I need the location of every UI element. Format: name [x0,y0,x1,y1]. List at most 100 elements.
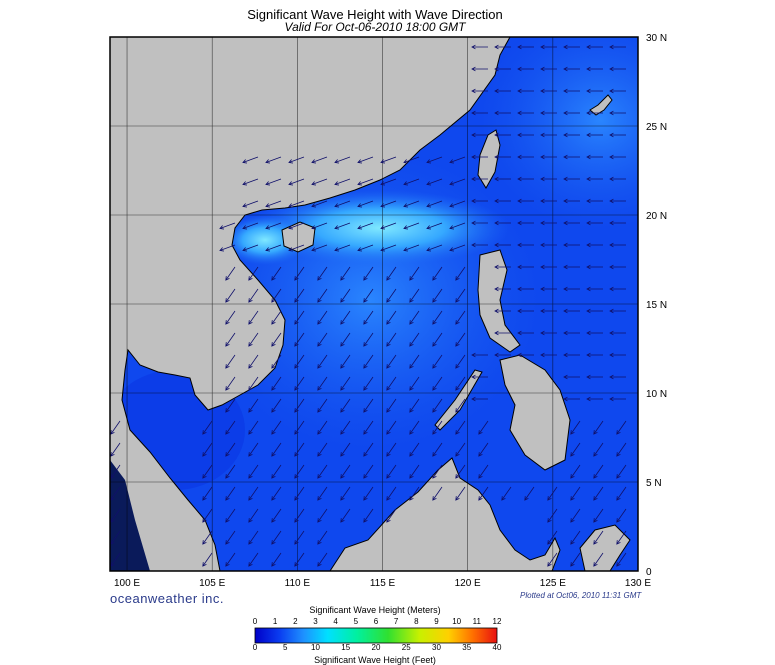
wave-direction-arrow [202,420,213,435]
wave-direction-arrow [317,508,328,523]
wave-direction-arrow [202,464,213,479]
wave-direction-arrow [432,354,443,369]
wave-direction-arrow [294,486,305,501]
wave-direction-arrow [563,154,580,160]
lon-tick-label: 120 E [455,578,481,589]
wave-direction-arrow [225,354,236,369]
wave-direction-arrow [340,376,351,391]
wave-direction-arrow [294,332,305,347]
wave-direction-arrow [570,530,581,545]
wave-direction-arrow [334,178,351,186]
wave-direction-arrow [593,552,604,567]
wave-direction-arrow [340,508,351,523]
wave-direction-arrow [271,398,282,413]
wave-direction-arrow [386,288,397,303]
colorbar-meters-tick: 2 [293,617,298,626]
wave-direction-arrow [202,442,213,457]
palawan-island [434,369,483,431]
wave-direction-arrow [317,288,328,303]
moderate-wave-zone-east [480,37,638,230]
mainland-asia [110,37,511,571]
wave-direction-arrow [409,376,420,391]
wave-direction-arrow [225,376,236,391]
wave-direction-arrow [586,330,603,336]
wave-direction-arrow [471,352,488,358]
wave-direction-arrow [586,88,603,94]
wave-direction-arrow [609,242,626,248]
wave-direction-arrow [426,178,443,186]
wave-direction-arrow [317,310,328,325]
wave-direction-arrow [403,244,420,252]
wave-direction-arrow [409,486,420,501]
wave-direction-arrow [294,376,305,391]
wave-direction-arrow [271,442,282,457]
wave-direction-arrow [586,264,603,270]
wave-direction-arrow [340,266,351,281]
wave-direction-arrow [294,508,305,523]
wave-direction-arrow [265,178,282,186]
wave-direction-arrow [386,420,397,435]
wave-direction-arrow [225,310,236,325]
wave-direction-arrow [271,420,282,435]
wave-direction-arrow [517,44,534,50]
wave-direction-arrow [242,222,259,230]
colorbar-meters-tick: 3 [313,617,318,626]
wave-direction-arrow [609,132,626,138]
colorbar-feet-tick: 25 [401,643,411,652]
wave-direction-arrow [403,222,420,230]
wave-direction-arrow [471,66,488,72]
wave-direction-arrow [248,266,259,281]
wave-direction-arrow [409,464,420,479]
wave-direction-arrow [317,354,328,369]
wave-direction-arrow [563,110,580,116]
wave-direction-arrow [340,398,351,413]
colorbar-meters-tick: 8 [414,617,419,626]
wave-direction-arrow [311,178,328,186]
wave-direction-arrow [271,486,282,501]
wave-direction-arrow [248,288,259,303]
wave-direction-arrow [455,442,466,457]
colorbar-meters-tick: 10 [452,617,462,626]
wave-direction-arrow [586,66,603,72]
hainan-island [281,221,316,253]
wave-direction-arrow [455,420,466,435]
wave-direction-arrow [317,376,328,391]
wave-direction-arrow [455,486,466,501]
wave-direction-arrow [586,198,603,204]
wave-direction-arrow [110,530,121,545]
lon-tick-label: 130 E [625,578,651,589]
wave-direction-arrow [426,244,443,252]
wave-direction-arrow [540,154,557,160]
colorbar-meters-tick: 1 [272,617,278,626]
wave-direction-arrow [363,442,374,457]
colorbar-feet-tick: 0 [252,643,258,652]
wave-direction-arrow [294,288,305,303]
wave-direction-arrow [540,352,557,358]
wave-direction-arrow [478,442,489,457]
wave-direction-arrow [517,198,534,204]
wave-direction-arrow [340,288,351,303]
ryukyu-islands [589,94,613,116]
wave-direction-arrow [616,530,627,545]
wave-direction-arrow [570,552,581,567]
wave-direction-arrow [248,552,259,567]
wave-direction-arrow [471,198,488,204]
lat-tick-label: 20 N [646,211,667,222]
wave-direction-arrow [294,398,305,413]
lat-tick-label: 5 N [646,478,662,489]
wave-direction-arrow [517,154,534,160]
wave-direction-arrow [271,310,282,325]
wave-direction-arrow [294,442,305,457]
wave-direction-arrow [386,332,397,347]
wave-direction-arrow [609,176,626,182]
wave-direction-arrow [547,508,558,523]
wave-direction-arrow [609,286,626,292]
wave-direction-arrow [242,178,259,186]
wave-direction-arrow [455,266,466,281]
wave-direction-arrow [225,398,236,413]
wave-direction-arrow [517,176,534,182]
wave-direction-arrow [432,486,443,501]
wave-direction-arrow [363,398,374,413]
wave-direction-arrow [449,244,466,252]
wave-direction-arrow [540,242,557,248]
